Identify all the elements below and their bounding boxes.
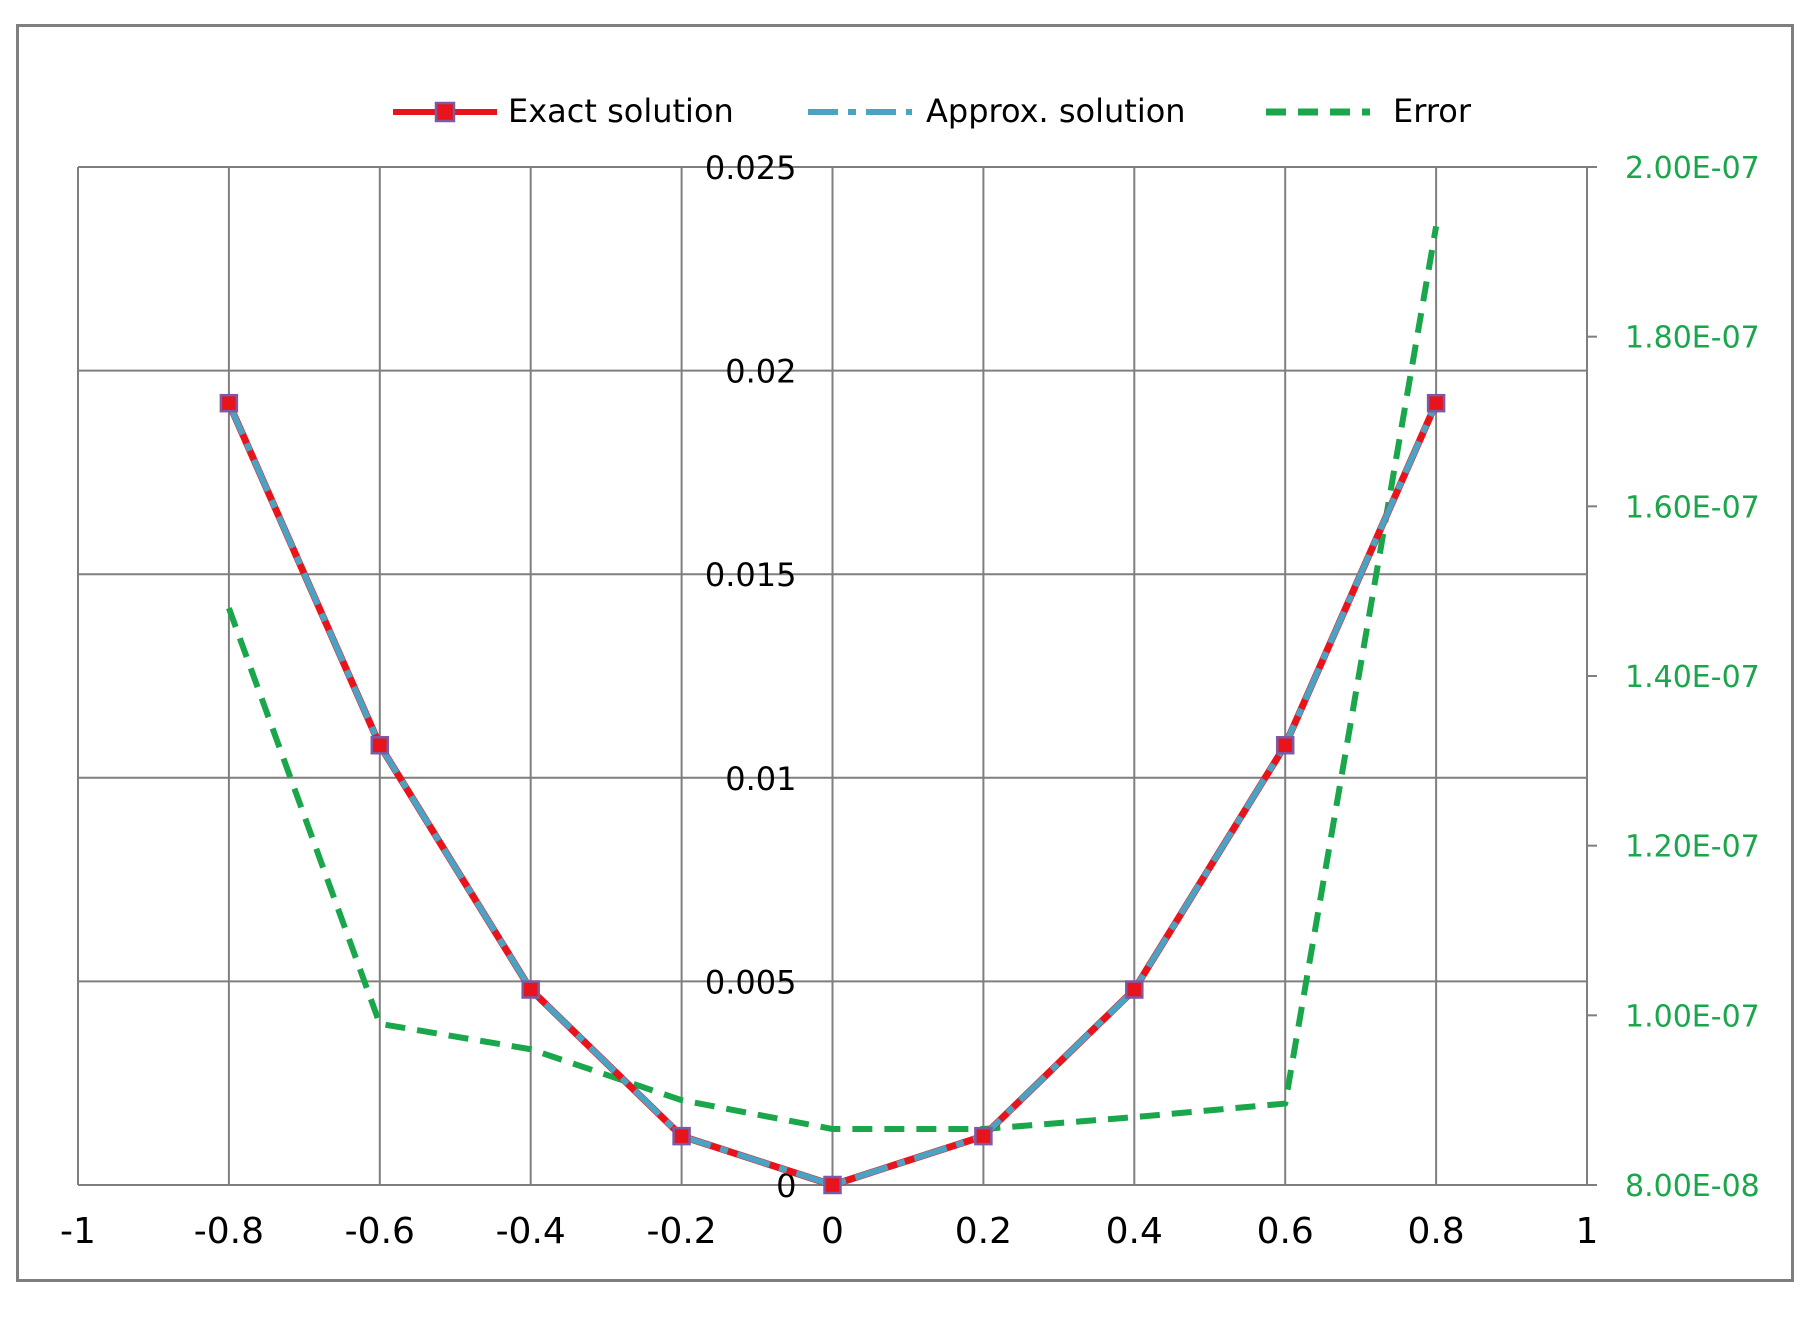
grid-lines <box>77 166 1597 1186</box>
data-point-exact <box>974 1126 993 1146</box>
series-line-error <box>226 225 1440 1133</box>
x-tick-label: -0.2 <box>646 1211 716 1252</box>
y-tick-label: 0.01 <box>725 760 796 798</box>
data-point-exact <box>672 1126 691 1146</box>
legend-label-approx: Approx. solution <box>926 92 1186 130</box>
x-tick-label: -0.6 <box>345 1211 415 1252</box>
data-point-exact <box>370 735 390 755</box>
x-tick-label: -0.8 <box>194 1211 264 1252</box>
y2-tick-label: 1.20E-07 <box>1625 830 1760 865</box>
y2-tick-label: 8.00E-08 <box>1625 1169 1760 1204</box>
x-tick-label: 1 <box>1576 1211 1599 1252</box>
x-tick-label: 0.4 <box>1106 1211 1163 1252</box>
x-tick-label: 0.8 <box>1407 1211 1464 1252</box>
y2-tick-label: 2.00E-07 <box>1625 151 1760 186</box>
y2-tick-label: 1.40E-07 <box>1625 660 1760 695</box>
data-point-exact <box>1426 393 1446 413</box>
x-tick-label: -1 <box>60 1211 96 1252</box>
data-point-exact <box>521 980 540 999</box>
data-point-exact <box>1275 735 1295 755</box>
legend-label-error: Error <box>1393 92 1472 130</box>
legend-item-approx[interactable]: Approx. solution <box>808 92 1186 130</box>
y2-tick-label: 1.60E-07 <box>1625 490 1760 525</box>
y-tick-label: 0 <box>776 1167 796 1205</box>
y-tick-label: 0.02 <box>725 353 796 391</box>
x-tick-label: -0.4 <box>496 1211 566 1252</box>
legend-item-exact[interactable]: Exact solution <box>393 92 734 130</box>
legend-item-error[interactable]: Error <box>1266 92 1472 130</box>
data-point-exact <box>1125 980 1144 999</box>
y-tick-label: 0.005 <box>705 963 797 1001</box>
chart-frame <box>16 24 1794 1282</box>
legend-marker-exact <box>434 101 456 123</box>
x-tick-label: 0.6 <box>1257 1211 1314 1252</box>
y-tick-label: 0.015 <box>705 556 797 594</box>
data-point-exact <box>823 1175 842 1195</box>
series-markers <box>219 393 1446 1195</box>
y-tick-label: 0.025 <box>705 149 797 187</box>
y2-tick-label: 1.80E-07 <box>1625 321 1760 356</box>
x-tick-label: 0 <box>821 1211 844 1252</box>
y2-tick-label: 1.00E-07 <box>1625 999 1760 1034</box>
legend-label-exact: Exact solution <box>508 92 734 130</box>
legend: Exact solution Approx. solution Error <box>393 92 1472 130</box>
x-tick-label: 0.2 <box>955 1211 1012 1252</box>
data-point-exact <box>219 393 239 413</box>
axis-ticks: -1 -0.8 -0.6 -0.4 -0.2 0 0.2 0.4 0.6 0.8 1 0 0.005 0.… <box>60 149 1760 1252</box>
